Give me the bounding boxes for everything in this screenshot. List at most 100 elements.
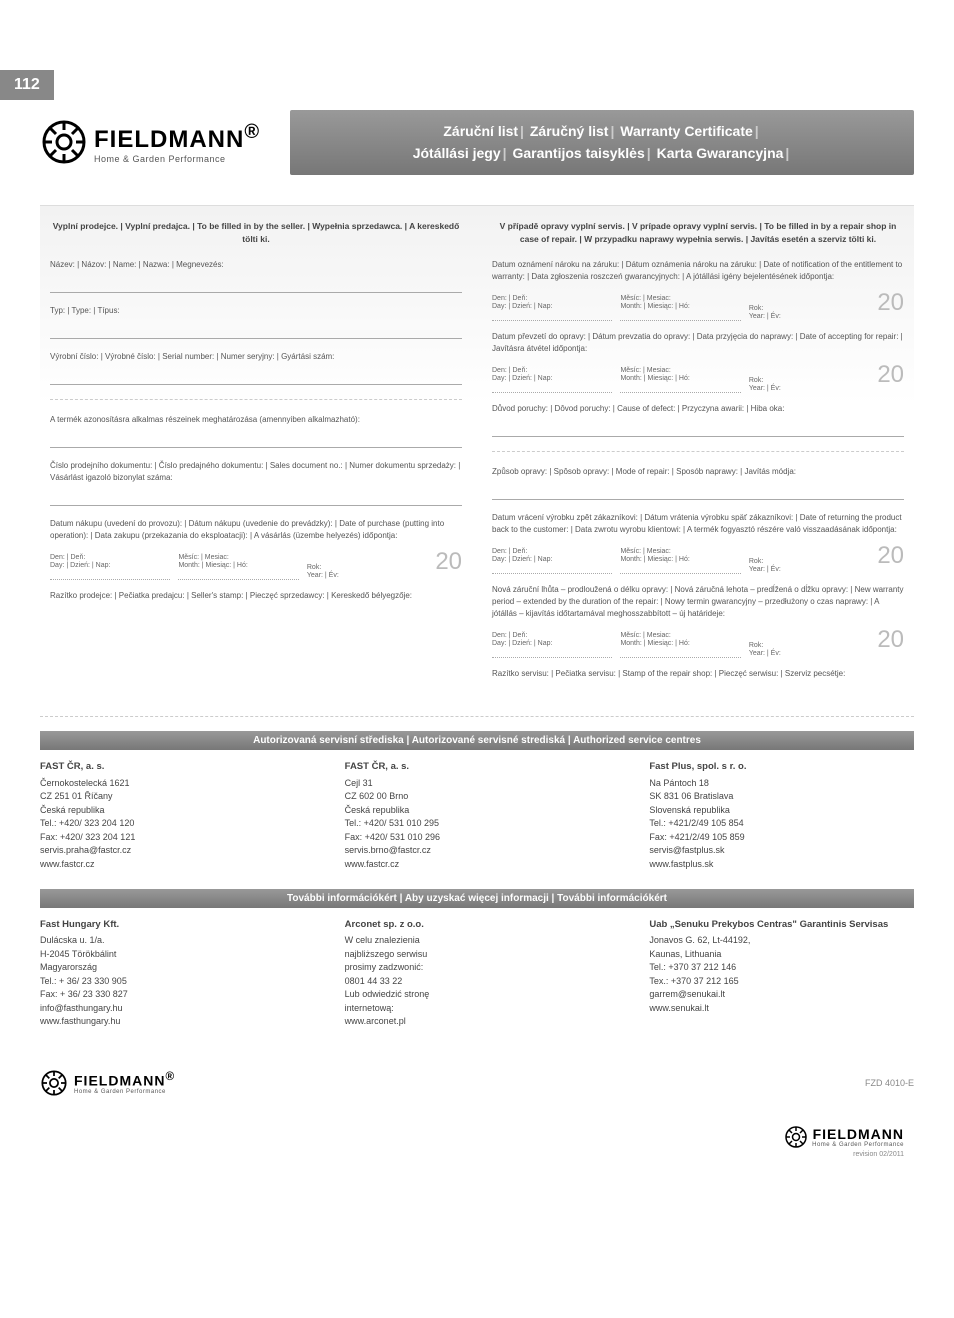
centre-line: Lub odwiedzić stronę (345, 988, 610, 1002)
brand-tagline: Home & Garden Performance (94, 154, 260, 164)
centre-line: Fax: +421/2/49 105 859 (649, 831, 914, 845)
brand-small: FIELDMANN Home & Garden Performance revi… (784, 1125, 904, 1158)
centres-row-1: FAST ČR, a. s. Černokostelecká 1621CZ 251… (40, 760, 914, 871)
page-number: 112 (0, 70, 54, 100)
brand-name: FIELDMANN (812, 1126, 904, 1142)
service-band-more-info: További információkért | Aby uzyskać wię… (40, 889, 914, 908)
centre-line: SK 831 06 Bratislava (649, 790, 914, 804)
centre-line: www.fastcr.cz (40, 858, 305, 872)
centre-line: prosimy zadzwonić: (345, 961, 610, 975)
label-service-stamp: Razítko servisu: | Pečiatka servisu: | S… (492, 668, 904, 680)
footer-model: FZD 4010-E (865, 1078, 914, 1088)
centre-line: Cejl 31 (345, 777, 610, 791)
service-centre: Arconet sp. z o.o. W celu znalezienianajb… (345, 918, 610, 1029)
label-serial: Výrobní číslo: | Výrobné číslo: | Serial… (50, 351, 462, 363)
page-footer: FIELDMANN® Home & Garden Performance FZD… (40, 1059, 914, 1097)
date-row: Den: | Deň:Day: | Dzień: | Nap: Měsíc: |… (492, 622, 904, 658)
centre-line: Fax: +420/ 323 204 121 (40, 831, 305, 845)
centre-line: Fax: +420/ 531 010 296 (345, 831, 610, 845)
date-row: Den: | Deň:Day: | Dzień: | Nap: Měsíc: |… (492, 357, 904, 393)
centre-line: servis.brno@fastcr.cz (345, 844, 610, 858)
centre-line: Na Pántoch 18 (649, 777, 914, 791)
centre-line: Slovenská republika (649, 804, 914, 818)
centre-line: Tel.: +420/ 323 204 120 (40, 817, 305, 831)
service-centre: Fast Plus, spol. s r. o. Na Pántoch 18SK … (649, 760, 914, 871)
centre-line: Česká republika (40, 804, 305, 818)
label-seller-stamp: Razítko prodejce: | Pečiatka predajcu: |… (50, 590, 462, 602)
brand-tagline: Home & Garden Performance (812, 1142, 904, 1148)
form-band: Vyplní prodejce. | Vyplní predajca. | To… (40, 205, 914, 703)
field-line (50, 428, 462, 448)
seller-column: Vyplní prodejce. | Vyplní predajca. | To… (50, 220, 462, 683)
field-line (50, 319, 462, 339)
document-title: Záruční list| Záručný list| Warranty Cer… (290, 110, 914, 175)
centre-line: www.senukai.lt (649, 1002, 914, 1016)
brand-tagline: Home & Garden Performance (74, 1089, 175, 1095)
centres-row-2: Fast Hungary Kft.Dulácska u. 1/a.H-2045 … (40, 918, 914, 1029)
service-centre: Uab „Senuku Prekybos Centras" Garantinis… (649, 918, 914, 1029)
centre-line: Česká republika (345, 804, 610, 818)
seller-heading: Vyplní prodejce. | Vyplní predajca. | To… (50, 220, 462, 246)
service-centre: FAST ČR, a. s. Černokostelecká 1621CZ 251… (40, 760, 305, 871)
brand-name: FIELDMANN® (74, 1070, 175, 1089)
label-repair-mode: Způsob opravy: | Spôsob opravy: | Mode o… (492, 466, 904, 478)
centre-line: Dulácska u. 1/a. (40, 934, 305, 948)
label-parts-id: A termék azonosításra alkalmas részeinek… (50, 414, 462, 426)
centre-line: garrem@senukai.lt (649, 988, 914, 1002)
centre-line: internetową: (345, 1002, 610, 1016)
label-return-date: Datum vrácení výrobku zpět zákazníkovi: … (492, 512, 904, 536)
centre-line: W celu znalezienia (345, 934, 610, 948)
year-prefix: 20 (877, 357, 904, 393)
centre-line: info@fasthungary.hu (40, 1002, 305, 1016)
label-type: Typ: | Type: | Típus: (50, 305, 462, 317)
field-line (492, 480, 904, 500)
year-prefix: 20 (435, 544, 462, 580)
centre-line: Tel.: + 36/ 23 330 905 (40, 975, 305, 989)
centre-line: Tel.: +421/2/49 105 854 (649, 817, 914, 831)
centre-line: CZ 251 01 Říčany (40, 790, 305, 804)
label-name: Název: | Názov: | Name: | Nazwa: | Megne… (50, 259, 462, 271)
label-defect-cause: Důvod poruchy: | Dôvod poruchy: | Cause … (492, 403, 904, 415)
centre-line: Černokostelecká 1621 (40, 777, 305, 791)
date-row: Den: | Deň:Day: | Dzień: | Nap: Měsíc: |… (492, 538, 904, 574)
centre-name: Fast Plus, spol. s r. o. (649, 760, 914, 774)
service-centre: Fast Hungary Kft.Dulácska u. 1/a.H-2045 … (40, 918, 305, 1029)
brand-name: FIELDMANN® (94, 121, 260, 154)
field-line (50, 273, 462, 293)
centre-line: 0801 44 33 22 (345, 975, 610, 989)
date-row: Den: | Deň:Day: | Dzień: | Nap: Měsíc: |… (492, 285, 904, 321)
date-row: Den: | Deň:Day: | Dzień: | Nap: Měsíc: |… (50, 544, 462, 580)
label-sales-doc: Číslo prodejního dokumentu: | Číslo pred… (50, 460, 462, 484)
centre-name: FAST ČR, a. s. (345, 760, 610, 774)
centre-name: Arconet sp. z o.o. (345, 918, 610, 932)
centre-line: Fax: + 36/ 23 330 827 (40, 988, 305, 1002)
revision-text: revision 02/2011 (784, 1151, 904, 1158)
footer-logo: FIELDMANN® Home & Garden Performance (40, 1069, 175, 1097)
centre-line: Tex.: +370 37 212 165 (649, 975, 914, 989)
repair-column: V případě opravy vyplní servis. | V príp… (492, 220, 904, 683)
label-purchase-date: Datum nákupu (uvedení do provozu): | Dát… (50, 518, 462, 542)
label-notify-date: Datum oznámení nároku na záruku: | Dátum… (492, 259, 904, 283)
centre-line: www.fastplus.sk (649, 858, 914, 872)
year-prefix: 20 (877, 285, 904, 321)
centre-line: najbliższego serwisu (345, 948, 610, 962)
centre-line: Jonavos G. 62, Lt-44192, (649, 934, 914, 948)
page-header: FIELDMANN® Home & Garden Performance Zár… (40, 110, 914, 175)
centre-line: Kaunas, Lithuania (649, 948, 914, 962)
field-line (492, 417, 904, 437)
centre-line: Magyarország (40, 961, 305, 975)
centre-line: Tel.: +370 37 212 146 (649, 961, 914, 975)
brand-logo: FIELDMANN® Home & Garden Performance (40, 118, 260, 166)
repair-heading: V případě opravy vyplní servis. | V príp… (492, 220, 904, 246)
gear-icon (40, 118, 88, 166)
gear-icon (40, 1069, 68, 1097)
year-prefix: 20 (877, 622, 904, 658)
warranty-page: 112 FIELDMANN® Home & Garden Performance… (0, 0, 954, 1318)
centre-line: www.fasthungary.hu (40, 1015, 305, 1029)
centre-name: FAST ČR, a. s. (40, 760, 305, 774)
label-new-warranty: Nová záruční lhůta – prodloužená o délku… (492, 584, 904, 620)
service-centre: FAST ČR, a. s.Cejl 31CZ 602 00 BrnoČeská… (345, 760, 610, 871)
centre-line: www.arconet.pl (345, 1015, 610, 1029)
label-accept-date: Datum převzetí do opravy: | Dátum prevza… (492, 331, 904, 355)
centre-name: Fast Hungary Kft. (40, 918, 305, 932)
